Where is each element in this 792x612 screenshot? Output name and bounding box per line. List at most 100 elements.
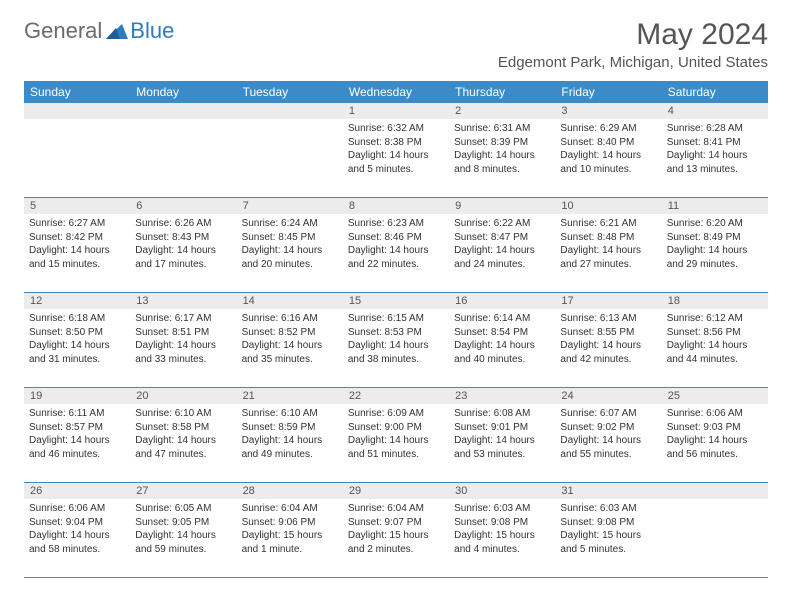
daylight-text: Daylight: 15 hours and 5 minutes. [560,529,656,556]
daylight-text: Daylight: 14 hours and 8 minutes. [454,149,550,176]
sunset-text: Sunset: 9:07 PM [348,516,444,530]
daylight-text: Daylight: 14 hours and 20 minutes. [242,244,338,271]
day-number: 25 [662,388,768,404]
day-number: 21 [237,388,343,404]
sunrise-text: Sunrise: 6:12 AM [667,312,763,326]
week-row: Sunrise: 6:27 AMSunset: 8:42 PMDaylight:… [24,214,768,293]
sunrise-text: Sunrise: 6:28 AM [667,122,763,136]
sunset-text: Sunset: 8:46 PM [348,231,444,245]
day-cell: Sunrise: 6:31 AMSunset: 8:39 PMDaylight:… [449,119,555,197]
day-number: 18 [662,293,768,309]
day-cell: Sunrise: 6:09 AMSunset: 9:00 PMDaylight:… [343,404,449,482]
sunrise-text: Sunrise: 6:17 AM [135,312,231,326]
sunset-text: Sunset: 8:49 PM [667,231,763,245]
daylight-text: Daylight: 14 hours and 56 minutes. [667,434,763,461]
sunset-text: Sunset: 8:47 PM [454,231,550,245]
week-row: Sunrise: 6:18 AMSunset: 8:50 PMDaylight:… [24,309,768,388]
day-number: 6 [130,198,236,214]
sunrise-text: Sunrise: 6:03 AM [454,502,550,516]
daylight-text: Daylight: 15 hours and 2 minutes. [348,529,444,556]
daylight-text: Daylight: 14 hours and 58 minutes. [29,529,125,556]
day-cell: Sunrise: 6:10 AMSunset: 8:59 PMDaylight:… [237,404,343,482]
day-cell: Sunrise: 6:14 AMSunset: 8:54 PMDaylight:… [449,309,555,387]
daylight-text: Daylight: 14 hours and 44 minutes. [667,339,763,366]
day-cell: Sunrise: 6:11 AMSunset: 8:57 PMDaylight:… [24,404,130,482]
header: General Blue May 2024 Edgemont Park, Mic… [24,18,768,71]
sunset-text: Sunset: 9:02 PM [560,421,656,435]
day-header-cell: Monday [130,81,236,103]
day-number: 8 [343,198,449,214]
day-number: 4 [662,103,768,119]
day-cell: Sunrise: 6:04 AMSunset: 9:06 PMDaylight:… [237,499,343,577]
daylight-text: Daylight: 14 hours and 40 minutes. [454,339,550,366]
sunrise-text: Sunrise: 6:09 AM [348,407,444,421]
day-cell: Sunrise: 6:27 AMSunset: 8:42 PMDaylight:… [24,214,130,292]
sunset-text: Sunset: 9:01 PM [454,421,550,435]
day-cell: Sunrise: 6:18 AMSunset: 8:50 PMDaylight:… [24,309,130,387]
daylight-text: Daylight: 14 hours and 46 minutes. [29,434,125,461]
sunset-text: Sunset: 8:57 PM [29,421,125,435]
day-number: 27 [130,483,236,499]
daylight-text: Daylight: 14 hours and 24 minutes. [454,244,550,271]
sunrise-text: Sunrise: 6:11 AM [29,407,125,421]
day-number: 9 [449,198,555,214]
empty-cell [662,499,768,577]
daylight-text: Daylight: 14 hours and 49 minutes. [242,434,338,461]
sunset-text: Sunset: 8:42 PM [29,231,125,245]
empty-cell [237,119,343,197]
sunset-text: Sunset: 8:58 PM [135,421,231,435]
day-number: 30 [449,483,555,499]
day-number: 26 [24,483,130,499]
sunset-text: Sunset: 9:05 PM [135,516,231,530]
daylight-text: Daylight: 14 hours and 51 minutes. [348,434,444,461]
day-number: 28 [237,483,343,499]
logo-text-blue: Blue [130,18,174,44]
sunset-text: Sunset: 8:53 PM [348,326,444,340]
daylight-text: Daylight: 14 hours and 33 minutes. [135,339,231,366]
day-header-row: SundayMondayTuesdayWednesdayThursdayFrid… [24,81,768,103]
day-number [662,483,768,499]
week-row: Sunrise: 6:11 AMSunset: 8:57 PMDaylight:… [24,404,768,483]
sunrise-text: Sunrise: 6:04 AM [242,502,338,516]
day-number: 7 [237,198,343,214]
sunrise-text: Sunrise: 6:06 AM [29,502,125,516]
sunrise-text: Sunrise: 6:03 AM [560,502,656,516]
day-cell: Sunrise: 6:22 AMSunset: 8:47 PMDaylight:… [449,214,555,292]
day-number: 20 [130,388,236,404]
day-cell: Sunrise: 6:05 AMSunset: 9:05 PMDaylight:… [130,499,236,577]
day-number: 19 [24,388,130,404]
day-number: 15 [343,293,449,309]
sunset-text: Sunset: 8:45 PM [242,231,338,245]
day-cell: Sunrise: 6:15 AMSunset: 8:53 PMDaylight:… [343,309,449,387]
sunset-text: Sunset: 9:08 PM [560,516,656,530]
day-number [130,103,236,119]
daylight-text: Daylight: 14 hours and 5 minutes. [348,149,444,176]
day-cell: Sunrise: 6:03 AMSunset: 9:08 PMDaylight:… [555,499,661,577]
sunrise-text: Sunrise: 6:08 AM [454,407,550,421]
location-text: Edgemont Park, Michigan, United States [498,54,768,71]
day-number: 31 [555,483,661,499]
day-number: 3 [555,103,661,119]
sunrise-text: Sunrise: 6:14 AM [454,312,550,326]
day-cell: Sunrise: 6:04 AMSunset: 9:07 PMDaylight:… [343,499,449,577]
daylight-text: Daylight: 14 hours and 35 minutes. [242,339,338,366]
day-header-cell: Tuesday [237,81,343,103]
sunrise-text: Sunrise: 6:18 AM [29,312,125,326]
logo-text-general: General [24,18,102,44]
day-cell: Sunrise: 6:23 AMSunset: 8:46 PMDaylight:… [343,214,449,292]
day-number: 16 [449,293,555,309]
sunset-text: Sunset: 8:41 PM [667,136,763,150]
day-header-cell: Wednesday [343,81,449,103]
day-cell: Sunrise: 6:17 AMSunset: 8:51 PMDaylight:… [130,309,236,387]
day-number: 22 [343,388,449,404]
day-number: 1 [343,103,449,119]
week-row: Sunrise: 6:06 AMSunset: 9:04 PMDaylight:… [24,499,768,578]
daylight-text: Daylight: 14 hours and 31 minutes. [29,339,125,366]
sunrise-text: Sunrise: 6:23 AM [348,217,444,231]
sunrise-text: Sunrise: 6:32 AM [348,122,444,136]
day-number: 12 [24,293,130,309]
day-cell: Sunrise: 6:13 AMSunset: 8:55 PMDaylight:… [555,309,661,387]
sunrise-text: Sunrise: 6:05 AM [135,502,231,516]
day-cell: Sunrise: 6:29 AMSunset: 8:40 PMDaylight:… [555,119,661,197]
day-number: 2 [449,103,555,119]
